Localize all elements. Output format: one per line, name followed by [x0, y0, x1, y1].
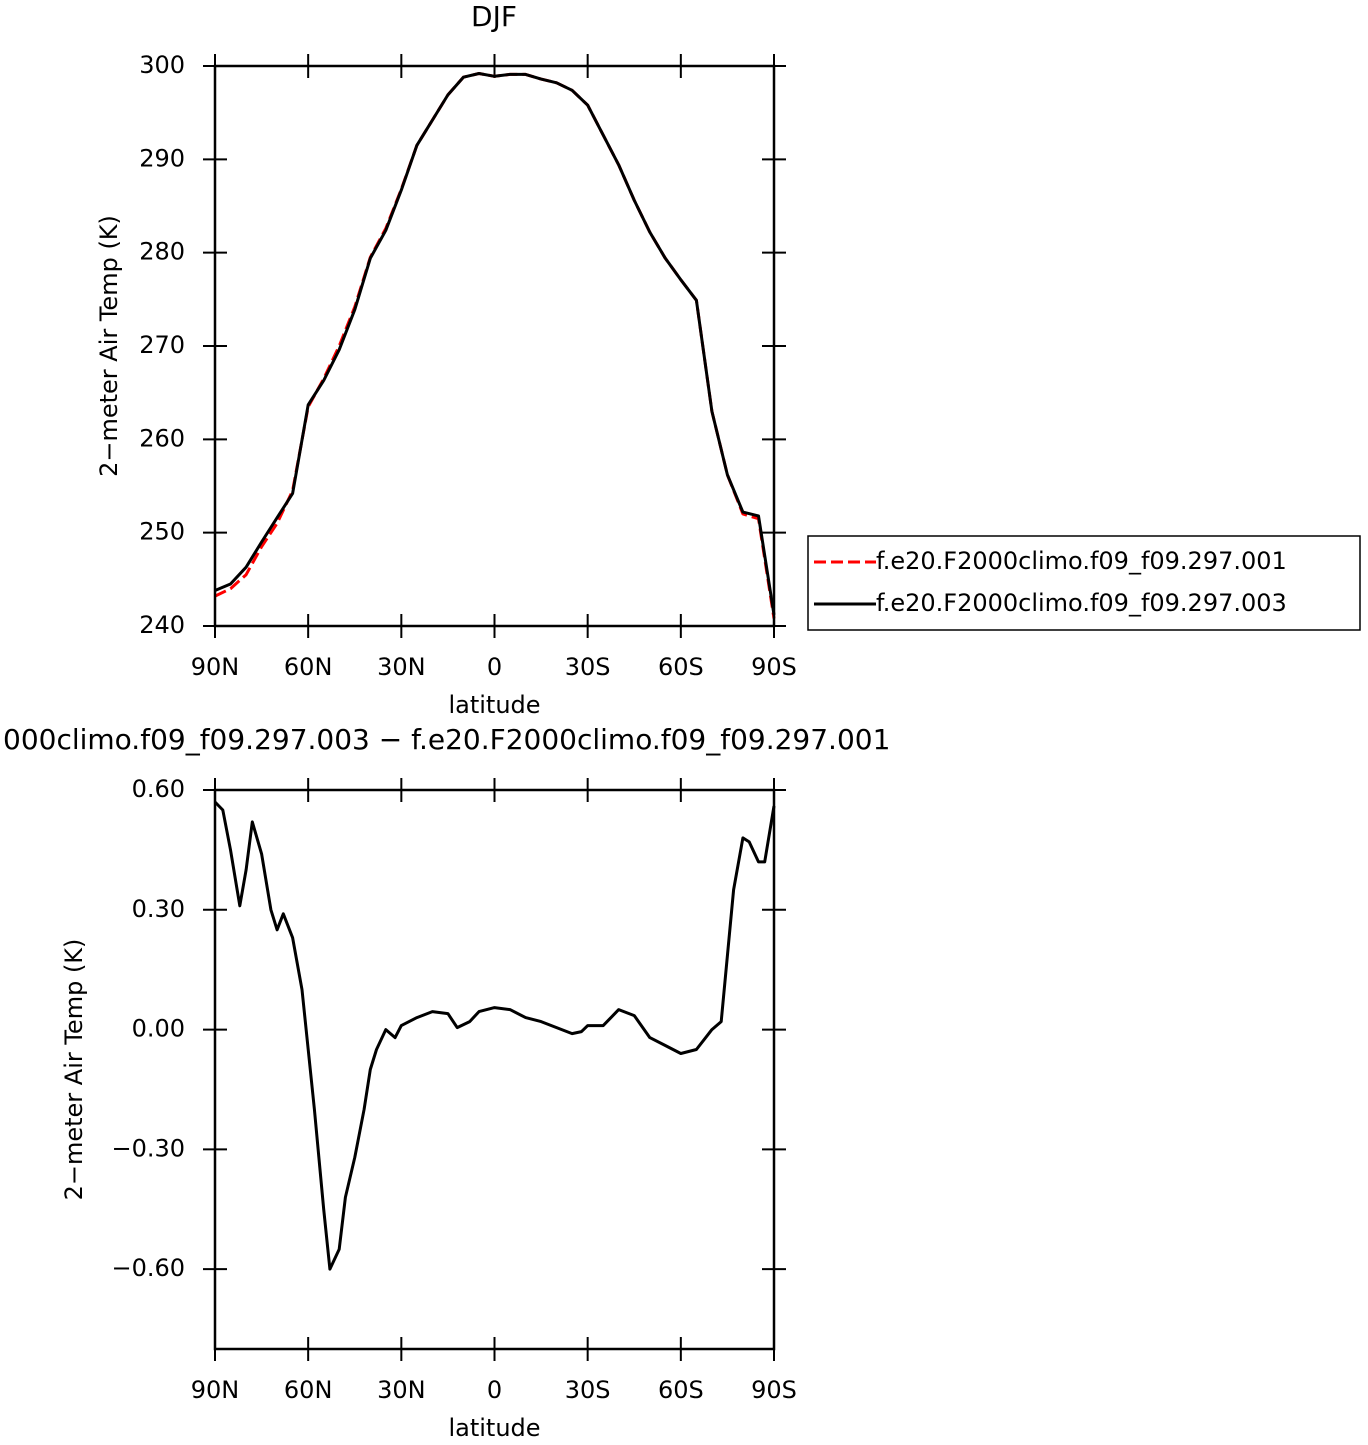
y-axis-label: 2−meter Air Temp (K)	[60, 939, 88, 1201]
y-tick-label: 290	[139, 144, 185, 172]
x-tick-label: 30S	[565, 1376, 611, 1404]
y-tick-label: 0.00	[132, 1015, 185, 1043]
y-tick-label: −0.60	[111, 1254, 185, 1282]
legend-label: f.e20.F2000climo.f09_f09.297.001	[876, 547, 1287, 575]
y-tick-label: 280	[139, 238, 185, 266]
y-axis-label: 2−meter Air Temp (K)	[95, 215, 123, 477]
y-tick-label: 0.60	[132, 775, 185, 803]
y-tick-label: 270	[139, 331, 185, 359]
legend-box	[807, 535, 1361, 631]
chart-title: 000climo.f09_f09.297.003 − f.e20.F2000cl…	[3, 723, 890, 756]
legend-label: f.e20.F2000climo.f09_f09.297.003	[876, 589, 1287, 617]
data-line	[214, 72, 776, 619]
chart-title: DJF	[471, 0, 517, 33]
y-tick-label: −0.30	[111, 1134, 185, 1162]
x-tick-label: 30S	[565, 653, 611, 681]
x-tick-label: 60S	[658, 1376, 704, 1404]
x-tick-label: 30N	[377, 1376, 426, 1404]
x-tick-label: 90N	[191, 653, 240, 681]
plot-frame	[213, 64, 776, 628]
x-tick-label: 90N	[191, 1376, 240, 1404]
x-tick-label: 60S	[658, 653, 704, 681]
x-tick-label: 90S	[751, 1376, 797, 1404]
y-tick-label: 0.30	[132, 895, 185, 923]
x-axis-label: latitude	[448, 1414, 540, 1442]
y-tick-label: 300	[139, 51, 185, 79]
x-axis-label: latitude	[448, 691, 540, 719]
data-line	[213, 800, 776, 1271]
plot-frame	[213, 788, 776, 1351]
y-tick-label: 260	[139, 424, 185, 452]
data-line	[214, 72, 776, 616]
x-tick-label: 30N	[377, 653, 426, 681]
y-tick-label: 240	[139, 611, 185, 639]
x-tick-label: 90S	[751, 653, 797, 681]
x-tick-label: 0	[487, 1376, 502, 1404]
x-tick-label: 60N	[284, 1376, 333, 1404]
x-tick-label: 60N	[284, 653, 333, 681]
y-tick-label: 250	[139, 518, 185, 546]
x-tick-label: 0	[487, 653, 502, 681]
